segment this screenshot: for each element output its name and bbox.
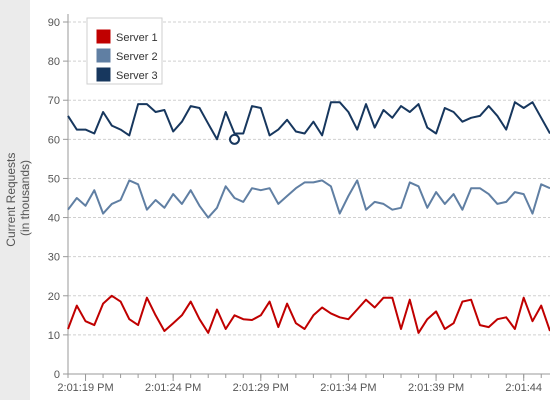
legend-label-server-1: Server 1 [116, 32, 158, 44]
x-axis-ticks: 2:01:19 PM 2:01:24 PM 2:01:29 PM 2:01:34 PM… [57, 374, 542, 394]
y-tick-label: 20 [48, 291, 60, 303]
y-tick-label: 10 [48, 330, 60, 342]
y-axis-title: Current Requests (in thousands) [4, 149, 32, 246]
series-line-server-2[interactable] [67, 179, 550, 219]
highlighted-point[interactable] [229, 133, 241, 145]
y-tick-label: 30 [48, 252, 60, 264]
y-tick-label: 0 [54, 369, 60, 381]
y-axis-title-line-1: Current Requests [4, 153, 18, 247]
y-tick-label: 70 [48, 95, 60, 107]
x-tick-label: 2:01:24 PM [145, 382, 201, 394]
y-axis-title-band [0, 0, 30, 400]
x-tick-label: 2:01:39 PM [408, 382, 464, 394]
x-tick-label: 2:01:29 PM [233, 382, 289, 394]
y-axis-title-line-2: (in thousands) [18, 160, 32, 236]
grid-lines [68, 21, 550, 375]
series-line-server-3[interactable] [67, 101, 550, 141]
y-tick-label: 40 [48, 213, 60, 225]
legend: Server 1 Server 2 Server 3 [86, 17, 163, 85]
y-tick-label: 80 [48, 56, 60, 68]
x-tick-label: 2:01:19 PM [57, 382, 113, 394]
series-lines [67, 101, 550, 334]
x-tick-label: 2:01:44 [505, 382, 542, 394]
legend-swatch-server-1 [95, 28, 112, 45]
x-tick-label: 2:01:34 PM [320, 382, 376, 394]
y-tick-label: 90 [48, 17, 60, 29]
series-line-server-1[interactable] [67, 294, 550, 334]
y-tick-label: 60 [48, 134, 60, 146]
y-tick-label: 50 [48, 173, 60, 185]
legend-label-server-3: Server 3 [116, 70, 158, 82]
legend-swatch-server-2 [95, 47, 112, 64]
y-axis-ticks: 0 10 20 30 40 50 60 70 80 90 [48, 14, 69, 381]
legend-label-server-2: Server 2 [116, 51, 158, 63]
hover-marker[interactable] [229, 133, 241, 145]
legend-swatch-server-3 [95, 66, 112, 83]
